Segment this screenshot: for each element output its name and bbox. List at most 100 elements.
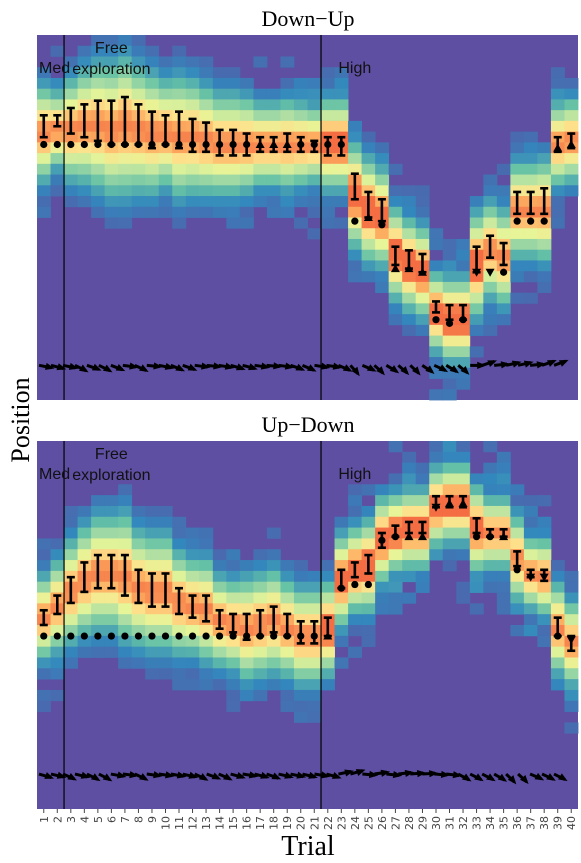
heat-cell (550, 77, 565, 90)
heat-cell (429, 228, 444, 240)
heat-cell (37, 668, 51, 680)
heat-cell (118, 56, 133, 68)
heat-cell (212, 560, 227, 572)
heat-cell (496, 314, 511, 326)
direction-arrowhead (460, 365, 470, 375)
heat-cell (321, 217, 335, 229)
heat-cell (388, 516, 403, 528)
heat-cell (375, 495, 390, 507)
heat-cell (293, 646, 308, 658)
heat-cell (523, 228, 538, 240)
heat-cell (118, 163, 133, 175)
heat-cell (564, 120, 579, 133)
heat-cell (266, 196, 281, 208)
heat-cell (523, 495, 538, 507)
heat-cell (483, 303, 498, 315)
heat-cell (158, 538, 173, 550)
heat-cell (280, 570, 295, 583)
x-tick-label: 19 (281, 816, 294, 830)
heat-cell (239, 581, 254, 593)
heat-cell (523, 538, 538, 550)
heat-cell (37, 163, 51, 175)
heat-cell (456, 292, 471, 304)
heat-cell (429, 389, 444, 401)
heat-cell (429, 335, 444, 347)
heat-cell (402, 281, 417, 294)
heat-cell (334, 174, 349, 186)
heat-cell (307, 679, 322, 691)
heat-cell (456, 346, 471, 358)
direction-arrowhead (536, 361, 546, 369)
heat-cell (212, 120, 227, 133)
direction-arrowhead (389, 365, 400, 374)
heat-cell (469, 206, 484, 218)
heat-cell (239, 679, 254, 691)
heat-cell (537, 228, 552, 240)
heat-cell (388, 196, 403, 208)
heat-cell (158, 77, 173, 90)
heat-cell (375, 549, 390, 561)
heat-cell (118, 505, 133, 518)
heat-cell (199, 668, 214, 680)
heat-cell (253, 657, 268, 669)
heat-cell (118, 592, 133, 604)
heat-cell (321, 581, 335, 593)
heat-cell (280, 56, 295, 68)
heat-cell (307, 120, 322, 133)
heat-cell (469, 314, 484, 326)
heat-cell (226, 570, 241, 583)
marker-up (417, 532, 427, 541)
heat-cell (361, 238, 376, 251)
heat-cell (415, 271, 430, 283)
panel-title: Down−Up (261, 6, 354, 31)
heat-cell (172, 185, 187, 197)
heat-cell (375, 570, 390, 583)
heat-cell (510, 228, 525, 240)
marker-up (269, 140, 279, 148)
heat-cell (158, 99, 173, 111)
direction-arrowhead (461, 773, 472, 782)
heat-cell (375, 505, 390, 518)
heat-cell (64, 625, 78, 637)
heat-cell (280, 99, 295, 111)
heat-cell (429, 271, 444, 283)
heat-cell (280, 163, 295, 175)
heat-cell (510, 603, 525, 615)
heat-cell (145, 657, 160, 669)
heat-cell (442, 292, 457, 304)
heat-cell (375, 560, 390, 572)
heat-cell (469, 303, 484, 315)
heat-cell (375, 581, 390, 593)
heat-cell (334, 120, 349, 133)
marker-up (390, 264, 400, 273)
heat-cell (104, 614, 119, 626)
marker-point (107, 140, 115, 149)
heat-cell (388, 228, 403, 240)
direction-arrowhead (284, 771, 294, 779)
heat-cell (199, 549, 214, 561)
heat-cell (226, 67, 241, 79)
heat-cell (50, 99, 65, 111)
heat-cell (64, 657, 78, 669)
x-tick-label: 20 (295, 816, 308, 830)
heat-cell (496, 228, 511, 240)
heat-cell (77, 625, 92, 637)
heat-cell (334, 185, 349, 197)
heat-cell (348, 206, 362, 218)
heat-cell (104, 206, 119, 218)
heat-cell (442, 367, 457, 379)
x-tick-label: 29 (416, 816, 429, 830)
heat-cell (375, 516, 390, 528)
heat-cell (537, 495, 552, 507)
heat-cell (348, 538, 362, 550)
direction-arrowhead (376, 366, 385, 376)
heat-cell (239, 163, 254, 175)
heat-cell (496, 217, 511, 229)
heat-cell (131, 196, 146, 208)
heat-cell (523, 516, 538, 528)
marker-point (40, 632, 48, 640)
x-tick-label: 22 (322, 816, 335, 830)
marker-point (337, 584, 345, 592)
heat-cell (496, 271, 511, 283)
